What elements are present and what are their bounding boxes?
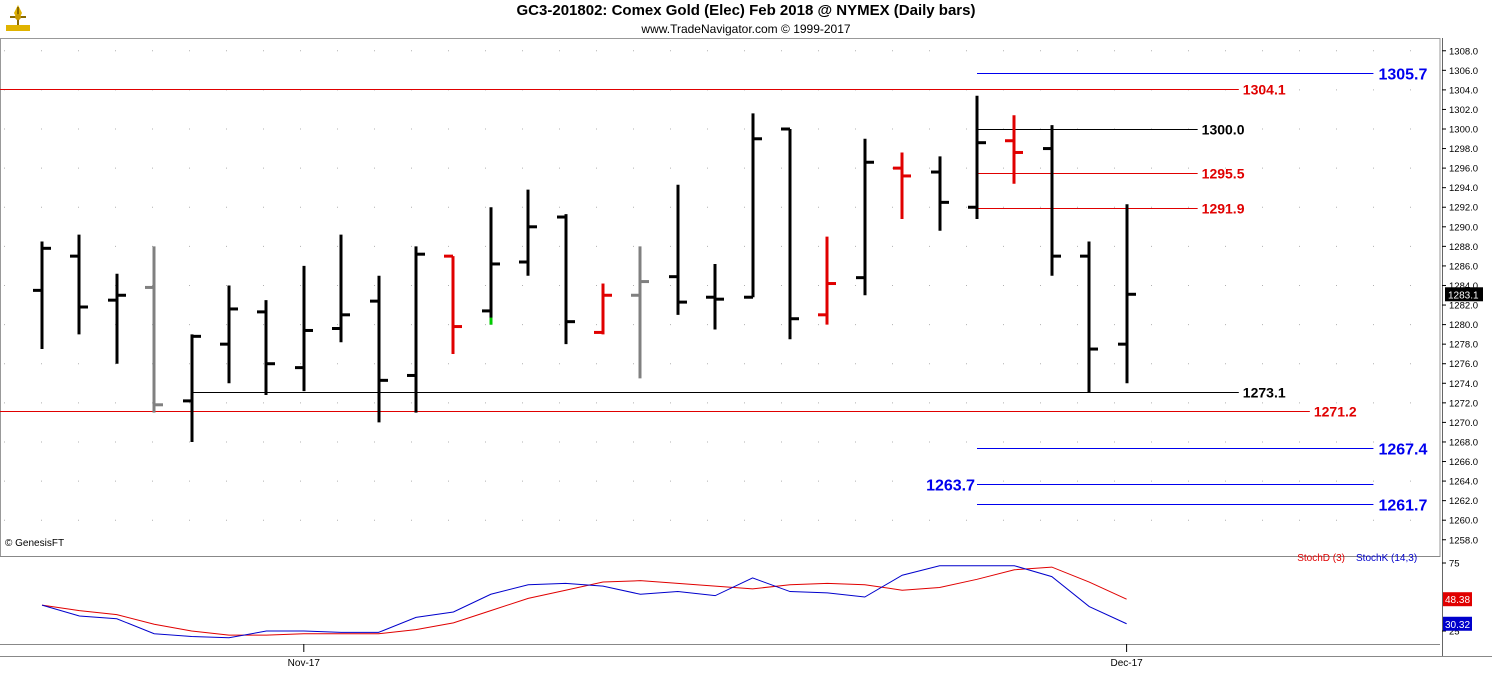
level-label: 1261.7 (1378, 497, 1427, 514)
chart-subtitle: www.TradeNavigator.com © 1999-2017 (641, 22, 851, 36)
price-tick-label: 1292.0 (1449, 203, 1478, 214)
price-tick-label: 1300.0 (1449, 125, 1478, 136)
stoch-k-value: 30.32 (1445, 620, 1470, 631)
level-label: 1267.4 (1378, 441, 1427, 458)
price-tick-label: 1262.0 (1449, 496, 1478, 507)
price-tick-label: 1276.0 (1449, 359, 1478, 370)
price-tick-label: 1306.0 (1449, 66, 1478, 77)
price-tick-label: 1280.0 (1449, 320, 1478, 331)
time-axis-label: Nov-17 (288, 658, 321, 669)
level-label: 1304.1 (1243, 82, 1286, 98)
price-tick-label: 1298.0 (1449, 144, 1478, 155)
stoch-k-line (41, 565, 1127, 639)
level-label: 1263.7 (926, 477, 975, 494)
stoch-d-line (41, 566, 1127, 636)
level-label: 1295.5 (1202, 166, 1245, 182)
price-panel-frame (0, 38, 1441, 557)
price-tick-label: 1304.0 (1449, 85, 1478, 96)
price-tick-label: 1268.0 (1449, 437, 1478, 448)
legend-stoch-k: StochK (14,3) (1356, 553, 1417, 564)
stoch-d-value-box (1443, 592, 1472, 607)
price-tick-label: 1286.0 (1449, 261, 1478, 272)
level-label: 1273.1 (1243, 385, 1286, 401)
price-tick-label: 1302.0 (1449, 105, 1478, 116)
price-tick-label: 1282.0 (1449, 301, 1478, 312)
price-tick-label: 1266.0 (1449, 457, 1478, 468)
price-tick-label: 1308.0 (1449, 46, 1478, 57)
level-label: 1271.2 (1314, 404, 1357, 420)
price-tick-label: 1274.0 (1449, 379, 1478, 390)
legend-stoch-d: StochD (3) (1297, 553, 1345, 564)
price-tick-label: 1294.0 (1449, 183, 1478, 194)
price-tick-label: 1284.0 (1449, 281, 1478, 292)
price-tick-label: 1278.0 (1449, 340, 1478, 351)
time-axis-label: Dec-17 (1110, 658, 1143, 669)
stoch-tick-label: 25 (1449, 627, 1460, 638)
chart-title: GC3-201802: Comex Gold (Elec) Feb 2018 @… (516, 2, 976, 19)
data-credit: © GenesisFT (5, 538, 65, 549)
stoch-k-value-box (1443, 616, 1472, 631)
price-tick-label: 1258.0 (1449, 535, 1478, 546)
price-tick-label: 1290.0 (1449, 222, 1478, 233)
level-label: 1305.7 (1378, 66, 1427, 83)
stoch-d-value: 48.38 (1445, 595, 1470, 606)
last-price-label: 1283.1 (1448, 290, 1479, 301)
price-tick-label: 1260.0 (1449, 516, 1478, 527)
ship-wheel-icon (6, 5, 30, 31)
price-tick-label: 1272.0 (1449, 398, 1478, 409)
level-label: 1300.0 (1202, 122, 1245, 138)
trade-navigator-logo (4, 3, 32, 38)
price-tick-label: 1270.0 (1449, 418, 1478, 429)
level-label: 1291.9 (1202, 201, 1245, 217)
stoch-tick-label: 75 (1449, 559, 1460, 570)
price-tick-label: 1296.0 (1449, 164, 1478, 175)
price-tick-label: 1264.0 (1449, 477, 1478, 488)
last-price-marker (1445, 287, 1483, 302)
price-tick-label: 1288.0 (1449, 242, 1478, 253)
